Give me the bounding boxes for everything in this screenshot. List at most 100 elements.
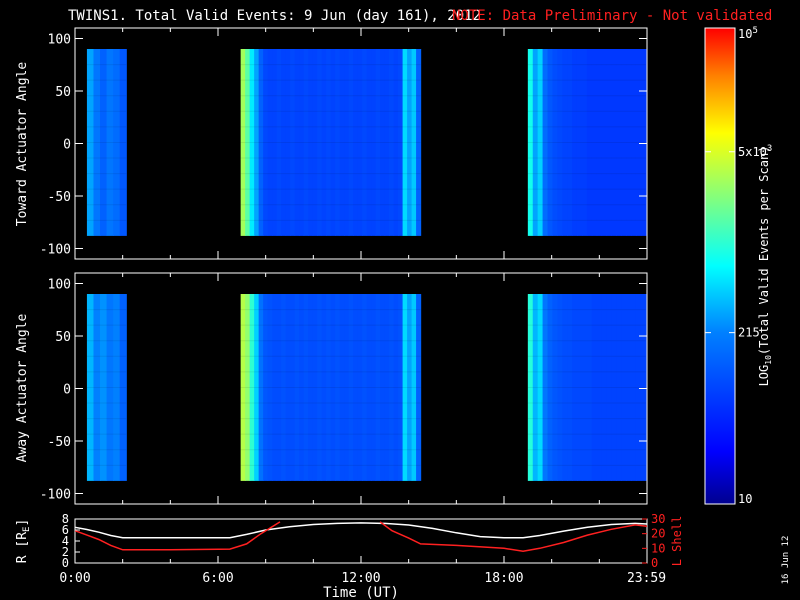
heatmap-cell xyxy=(375,49,381,236)
heatmap-cell xyxy=(321,49,327,236)
heatmap-cell xyxy=(389,294,395,481)
heatmap-cell xyxy=(321,294,327,481)
heatmap-cell xyxy=(380,294,386,481)
away-panel: 100 50 0 -50 -100 Away Actuator Angle xyxy=(15,272,648,505)
heatmap-cell xyxy=(411,49,417,236)
heatmap-cell xyxy=(276,294,282,481)
x-tick-label: 23:59 xyxy=(627,571,666,586)
heatmap-cell xyxy=(245,49,251,236)
heatmap-cell xyxy=(366,294,372,481)
heatmap-cell xyxy=(245,294,251,481)
heatmap-cell xyxy=(389,49,395,236)
toward-panel: 100 50 0 -50 -100 Toward Actuator Angle xyxy=(15,27,648,260)
orbit-right-label: L Shell xyxy=(670,516,684,567)
left-tick-label: 8 xyxy=(62,512,69,526)
heatmap-cell xyxy=(557,49,563,236)
heatmap-cell xyxy=(402,49,408,236)
heatmap-cell xyxy=(272,294,278,481)
heatmap-cell xyxy=(362,294,368,481)
heatmap-cell xyxy=(294,294,300,481)
heatmap-cell xyxy=(547,49,554,236)
right-tick-label: 0 xyxy=(651,556,658,570)
heatmap-cell xyxy=(591,49,598,236)
heatmap-cell xyxy=(326,294,332,481)
heatmap-cell xyxy=(537,49,544,236)
heatmap-cell xyxy=(113,49,121,236)
heatmap-cell xyxy=(303,49,309,236)
heatmap-cell xyxy=(601,294,608,481)
heatmap-cell xyxy=(119,294,127,481)
heatmap-cell xyxy=(606,49,612,236)
heatmap-cell xyxy=(317,294,323,481)
heatmap-cell xyxy=(263,49,269,236)
toward-y-label: Toward Actuator Angle xyxy=(15,62,30,227)
heatmap-cell xyxy=(562,294,568,481)
heatmap-cell xyxy=(616,294,622,481)
heatmap-cell xyxy=(335,49,341,236)
heatmap-cell xyxy=(240,294,246,481)
heatmap-cell xyxy=(312,294,318,481)
chart-title: TWINS1. Total Valid Events: 9 Jun (day 1… xyxy=(68,8,481,24)
heatmap-cell xyxy=(281,294,287,481)
heatmap-cell xyxy=(626,49,632,236)
heatmap-cell xyxy=(532,294,539,481)
heatmap-cell xyxy=(380,49,386,236)
away-y-ticks: 100 50 0 -50 -100 xyxy=(40,273,648,504)
left-tick-label: 4 xyxy=(62,534,69,548)
y-tick-label: 50 xyxy=(55,85,71,100)
heatmap-cell xyxy=(308,294,314,481)
heatmap-cell xyxy=(281,49,287,236)
heatmap-cell xyxy=(398,294,404,481)
heatmap-cell xyxy=(353,49,359,236)
heatmap-cell xyxy=(635,294,642,481)
colorbar-tick-label: 215 xyxy=(738,326,760,340)
heatmap-cell xyxy=(285,49,291,236)
heatmap-cell xyxy=(254,49,260,236)
heatmap-cell xyxy=(353,294,359,481)
heatmap-cell xyxy=(375,294,381,481)
colorbar-ticks: 105 5x103 215 10 xyxy=(705,26,772,506)
heatmap-cell xyxy=(596,294,603,481)
heatmap-cell xyxy=(249,294,255,481)
colorbar-tick-label: 5x103 xyxy=(738,144,772,159)
heatmap-cell xyxy=(635,49,642,236)
left-tick-label: 0 xyxy=(62,556,69,570)
heatmap-cell xyxy=(601,49,608,236)
heatmap-cell xyxy=(567,49,573,236)
heatmap-cell xyxy=(106,294,114,481)
heatmap-cell xyxy=(86,294,95,481)
y-tick-label: 0 xyxy=(63,138,71,153)
heatmap-cell xyxy=(416,49,422,236)
heatmap-cell xyxy=(384,49,390,236)
heatmap-cell xyxy=(416,294,422,481)
heatmap-cell xyxy=(344,49,350,236)
heatmap-cell xyxy=(527,294,534,481)
y-tick-label: -100 xyxy=(40,488,71,503)
heatmap-cell xyxy=(93,49,101,236)
heatmap-cell xyxy=(357,294,363,481)
heatmap-cell xyxy=(86,49,95,236)
heatmap-cell xyxy=(366,49,372,236)
heatmap-cell xyxy=(317,49,323,236)
heatmap-cell xyxy=(537,294,544,481)
left-tick-label: 2 xyxy=(62,545,69,559)
colorbar-tick-label: 10 xyxy=(738,492,752,506)
heatmap-cell xyxy=(562,49,568,236)
right-tick-label: 30 xyxy=(651,512,665,526)
y-tick-label: -50 xyxy=(48,190,71,205)
r-series-line xyxy=(74,522,648,539)
heatmap-cell xyxy=(100,294,108,481)
heatmap-cell xyxy=(276,49,282,236)
heatmap-cell xyxy=(339,49,345,236)
heatmap-cell xyxy=(586,294,593,481)
heatmap-cell xyxy=(611,49,617,236)
heatmap-cell xyxy=(312,49,318,236)
toward-heatmap xyxy=(86,49,647,236)
heatmap-cell xyxy=(402,294,408,481)
heatmap-cell xyxy=(576,49,583,236)
heatmap-cell xyxy=(384,294,390,481)
heatmap-cell xyxy=(357,49,363,236)
heatmap-cell xyxy=(290,294,296,481)
